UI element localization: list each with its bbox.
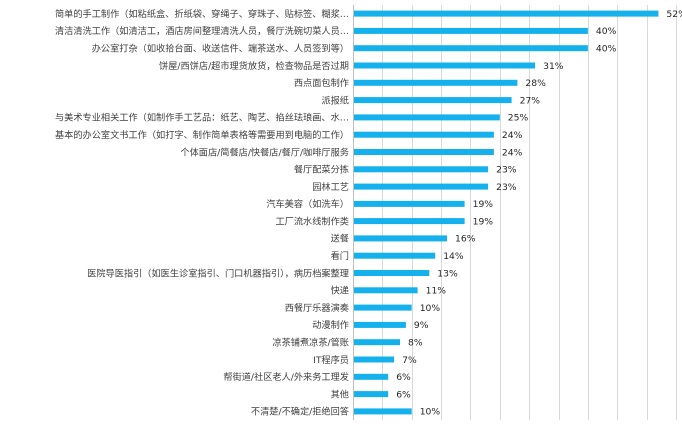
bar	[354, 79, 518, 86]
category-label: 汽车美容（如洗车）	[266, 198, 349, 210]
bar	[354, 200, 465, 207]
bar	[354, 10, 659, 17]
bar	[354, 149, 494, 155]
category-label: 动漫制作	[312, 319, 349, 331]
bar	[354, 45, 588, 52]
value-label: 6%	[396, 389, 411, 400]
category-label: 凉茶铺煮凉茶/管账	[272, 337, 349, 349]
category-label: 个体面店/简餐店/快餐店/餐厅/咖啡厅服务	[180, 146, 349, 158]
bar	[354, 131, 494, 138]
bar	[354, 27, 588, 34]
category-label: 派报纸	[321, 94, 349, 106]
category-label: 办公室打杂（如收拾台面、收送信件、端茶送水、人员签到等）	[92, 43, 349, 55]
value-labels: 52%40%40%31%28%27%25%24%24%23%23%19%19%1…	[396, 9, 682, 418]
value-label: 23%	[496, 165, 517, 176]
bar	[354, 62, 536, 69]
bar	[354, 356, 395, 363]
value-label: 25%	[508, 113, 529, 124]
bar	[354, 321, 406, 328]
bar	[354, 97, 512, 104]
category-labels: 简单的手工制作（如粘纸盒、折纸袋、穿绳子、穿珠子、贴标签、糊浆… 清洁清洗工作（如…	[55, 8, 349, 418]
category-label: 帮街道/社区老人/外来务工理发	[223, 371, 349, 383]
bar	[354, 218, 465, 225]
value-label: 10%	[420, 303, 441, 314]
category-label: 快递	[331, 285, 349, 297]
value-label: 19%	[473, 199, 494, 210]
bar	[354, 304, 412, 311]
bar	[354, 183, 489, 190]
category-label: 看门	[331, 250, 349, 262]
category-label: 医院导医指引（如医生诊室指引、门口机器指引），病历档案整理	[87, 267, 349, 279]
value-label: 31%	[543, 61, 564, 72]
category-label: 清洁清洗工作（如清洁工，酒店房间整理清洗人员，餐厅洗碗切菜人员…	[55, 25, 349, 37]
value-label: 24%	[502, 147, 523, 158]
bar	[354, 373, 389, 380]
value-label: 14%	[443, 251, 464, 262]
bar	[354, 114, 500, 121]
category-label: 其他	[331, 388, 349, 400]
value-label: 7%	[402, 355, 417, 366]
value-label: 8%	[408, 338, 423, 349]
category-label: 简单的手工制作（如粘纸盒、折纸袋、穿绳子、穿珠子、贴标签、糊浆…	[55, 8, 349, 20]
category-label: 园林工艺	[312, 181, 349, 193]
category-label: IT程序员	[313, 354, 349, 366]
value-label: 10%	[420, 407, 441, 418]
category-label: 饼屋/西饼店/超市理货放货，检查物品是否过期	[159, 60, 349, 72]
bar	[354, 252, 436, 259]
category-label: 与美术专业相关工作（如制作手工艺品：纸艺、陶艺、掐丝珐琅画、水…	[55, 112, 349, 124]
value-label: 28%	[525, 78, 546, 89]
value-label: 24%	[502, 130, 523, 141]
bar	[354, 287, 418, 294]
category-label: 餐厅配菜分拣	[294, 164, 349, 176]
category-label: 不清楚/不确定/拒绝回答	[251, 406, 349, 418]
bar	[354, 166, 489, 173]
value-label: 19%	[473, 216, 494, 227]
value-label: 16%	[455, 234, 476, 245]
value-label: 9%	[414, 320, 429, 331]
value-label: 11%	[426, 286, 447, 297]
category-label: 西点面包制作	[294, 77, 349, 89]
value-label: 40%	[596, 44, 617, 55]
value-label: 40%	[596, 26, 617, 37]
value-label: 23%	[496, 182, 517, 193]
grid	[353, 5, 677, 420]
bar	[354, 391, 389, 398]
category-label: 基本的办公室文书工作（如打字、制作简单表格等需要用到电脑的工作）	[55, 129, 349, 141]
bar	[354, 339, 400, 346]
value-label: 6%	[396, 372, 411, 383]
category-label: 西餐厅乐器演奏	[285, 302, 349, 314]
bar	[354, 408, 412, 415]
category-label: 工厂流水线制作类	[276, 215, 350, 227]
value-label: 13%	[437, 268, 458, 279]
value-label: 27%	[520, 95, 541, 106]
value-label: 52%	[666, 9, 682, 20]
bar	[354, 235, 447, 242]
bars	[354, 10, 659, 415]
bar	[354, 270, 430, 276]
category-label: 送餐	[331, 233, 349, 245]
